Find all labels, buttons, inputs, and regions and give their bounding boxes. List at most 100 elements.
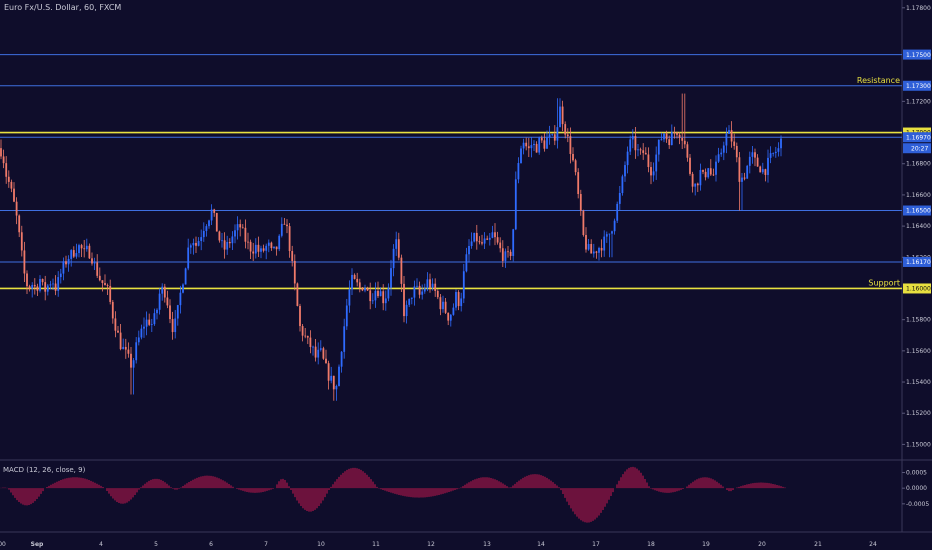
bear-candle[interactable] [239, 224, 242, 228]
bear-candle[interactable] [23, 250, 26, 274]
bear-candle[interactable] [72, 250, 75, 257]
bear-candle[interactable] [223, 240, 226, 250]
bull-candle[interactable] [78, 245, 80, 254]
bear-candle[interactable] [678, 134, 681, 138]
bull-candle[interactable] [777, 148, 780, 152]
bear-candle[interactable] [668, 139, 671, 146]
bull-candle[interactable] [449, 314, 452, 321]
bear-candle[interactable] [738, 157, 741, 182]
bear-candle[interactable] [65, 261, 67, 265]
bull-candle[interactable] [491, 232, 494, 238]
bull-candle[interactable] [663, 133, 665, 140]
bull-candle[interactable] [530, 145, 533, 149]
bear-candle[interactable] [366, 287, 369, 291]
bull-candle[interactable] [197, 241, 200, 246]
bear-candle[interactable] [486, 238, 489, 240]
bear-candle[interactable] [634, 135, 637, 151]
bull-candle[interactable] [546, 137, 548, 149]
bull-candle[interactable] [728, 130, 730, 134]
bear-candle[interactable] [26, 273, 28, 287]
bull-candle[interactable] [715, 161, 717, 175]
bull-candle[interactable] [135, 342, 138, 361]
bull-candle[interactable] [200, 237, 203, 242]
bull-candle[interactable] [694, 183, 697, 187]
bear-candle[interactable] [369, 290, 372, 302]
bull-candle[interactable] [629, 139, 632, 152]
bull-candle[interactable] [725, 133, 728, 146]
bear-candle[interactable] [166, 297, 169, 306]
bear-candle[interactable] [2, 156, 5, 164]
bear-candle[interactable] [275, 246, 278, 250]
bear-candle[interactable] [712, 174, 715, 176]
bear-candle[interactable] [418, 285, 421, 295]
bear-candle[interactable] [325, 358, 327, 364]
bull-candle[interactable] [720, 152, 723, 155]
bull-candle[interactable] [512, 229, 515, 256]
bull-candle[interactable] [137, 337, 140, 343]
bear-candle[interactable] [291, 251, 294, 261]
bear-candle[interactable] [106, 285, 109, 287]
bull-candle[interactable] [652, 171, 655, 176]
bull-candle[interactable] [179, 292, 182, 306]
bear-candle[interactable] [501, 248, 504, 261]
bear-candle[interactable] [444, 301, 447, 313]
bull-candle[interactable] [431, 283, 434, 288]
bear-candle[interactable] [252, 251, 255, 254]
bull-candle[interactable] [462, 271, 465, 299]
bull-candle[interactable] [202, 230, 205, 238]
bear-candle[interactable] [733, 141, 736, 146]
bear-candle[interactable] [457, 292, 460, 307]
bear-candle[interactable] [691, 173, 694, 187]
bull-candle[interactable] [371, 300, 374, 302]
bear-candle[interactable] [481, 242, 483, 244]
bull-candle[interactable] [192, 242, 195, 246]
bear-candle[interactable] [735, 145, 738, 158]
bull-candle[interactable] [319, 348, 322, 350]
bull-candle[interactable] [416, 285, 418, 287]
bull-candle[interactable] [637, 149, 639, 151]
bear-candle[interactable] [553, 134, 556, 141]
bear-candle[interactable] [681, 137, 684, 141]
bull-candle[interactable] [470, 241, 473, 246]
bull-candle[interactable] [413, 286, 416, 298]
bull-candle[interactable] [236, 224, 239, 231]
bear-candle[interactable] [257, 244, 260, 252]
bear-candle[interactable] [163, 286, 166, 298]
bear-candle[interactable] [169, 305, 171, 320]
bear-candle[interactable] [499, 242, 502, 249]
bull-candle[interactable] [156, 309, 158, 314]
bear-candle[interactable] [304, 335, 307, 337]
bull-candle[interactable] [182, 284, 184, 293]
bear-candle[interactable] [756, 157, 759, 167]
bear-candle[interactable] [543, 140, 546, 149]
bull-candle[interactable] [31, 284, 34, 289]
bear-candle[interactable] [109, 285, 112, 302]
bull-candle[interactable] [234, 230, 236, 237]
bear-candle[interactable] [400, 257, 403, 284]
bull-candle[interactable] [231, 236, 234, 244]
bull-candle[interactable] [210, 209, 213, 221]
bear-candle[interactable] [296, 283, 299, 306]
bear-candle[interactable] [249, 241, 252, 252]
bull-candle[interactable] [603, 236, 606, 251]
bull-candle[interactable] [59, 273, 62, 278]
bull-candle[interactable] [421, 291, 424, 295]
bear-candle[interactable] [689, 157, 691, 174]
bear-candle[interactable] [702, 170, 704, 172]
bear-candle[interactable] [353, 274, 356, 279]
bear-candle[interactable] [590, 244, 593, 254]
bull-candle[interactable] [699, 170, 702, 186]
bear-candle[interactable] [574, 160, 577, 173]
bull-candle[interactable] [551, 134, 554, 136]
bear-candle[interactable] [332, 375, 335, 390]
bull-candle[interactable] [384, 298, 387, 304]
bear-candle[interactable] [36, 286, 39, 291]
bear-candle[interactable] [262, 248, 265, 251]
bull-candle[interactable] [410, 297, 413, 299]
bull-candle[interactable] [631, 135, 634, 140]
bear-candle[interactable] [577, 172, 580, 195]
bull-candle[interactable] [335, 385, 338, 390]
bull-candle[interactable] [426, 279, 429, 289]
bear-candle[interactable] [743, 177, 746, 179]
bear-candle[interactable] [314, 346, 317, 358]
